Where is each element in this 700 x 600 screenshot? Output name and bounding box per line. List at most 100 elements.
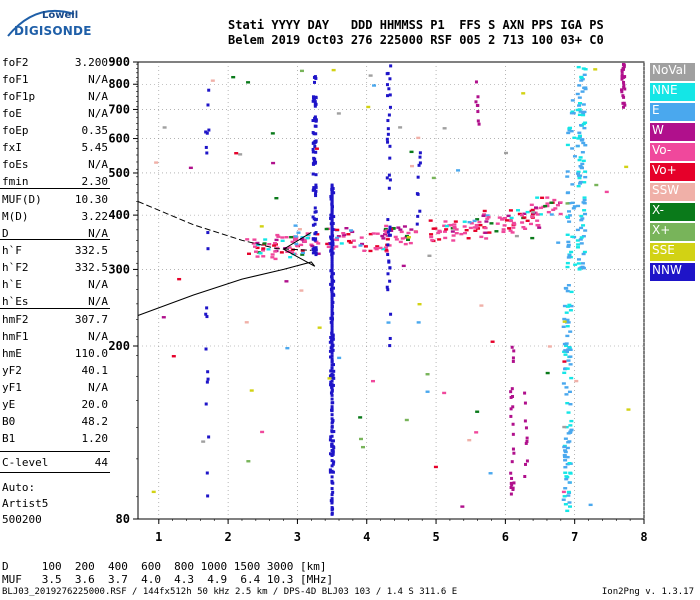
echo-nnw [330,249,334,253]
echo-vo [502,224,507,227]
echo-w [523,474,527,478]
echo-w [620,88,624,92]
echo-vo [403,242,408,246]
echo-e [563,459,568,462]
logo-brand-top: Lowell [42,10,79,21]
echo-vo [394,238,399,241]
echo-nnw [330,237,334,241]
echo-vo [332,238,337,241]
echo-vo [399,230,404,234]
echo-nne [568,424,573,427]
echo-e [566,243,571,247]
echo-x [360,445,365,449]
echo-x [300,253,305,256]
echo-w [310,244,315,248]
echo-nnw [313,222,317,226]
param-value: 0.35 [81,124,109,137]
echo-e [568,348,573,352]
echo-vo [273,257,278,261]
echo-nnw [330,309,334,313]
echo-nnw [330,512,334,516]
echo-nnw [330,236,334,240]
echo-nnw [386,71,390,75]
echo-nnw [387,260,391,264]
echo-nne [582,250,587,254]
echo-nnw [330,302,334,306]
echo-e [569,130,574,133]
echo-nnw [388,228,392,232]
param-row-clevel: C-level 44 [2,455,108,471]
echo-e [580,151,585,154]
echo-x [431,176,436,180]
echo-w [483,231,488,234]
echo-nnw [204,145,208,149]
echo-vo [346,233,351,236]
echo-nnw [330,239,334,243]
echo-vo [347,239,352,243]
echo-vo [272,244,277,247]
echo-w [525,439,529,443]
echo-nne [569,250,574,254]
echo-vo [546,210,551,214]
param-label: B0 [2,415,16,428]
echo-e [572,155,577,158]
echo-nnw [330,314,334,318]
echo-vo [604,190,609,194]
param-label: hmE [2,347,22,360]
echo-x [324,227,329,231]
echo-nnw [418,155,422,159]
echo-nnw [330,244,334,248]
echo-vo [473,229,478,232]
echo-nne [288,255,293,259]
echo-nne [576,243,581,246]
muf-table: D 100 200 400 600 800 1000 1500 3000 [km… [2,560,333,586]
echo-w [512,451,516,455]
legend-e: E [650,103,695,121]
muf-distance-row: D 100 200 400 600 800 1000 1500 3000 [km… [2,560,327,573]
echo-vo [474,223,479,227]
echo-nnw [330,263,334,267]
echo-sse [562,320,567,323]
echo-x [274,197,279,200]
echo-vo [508,219,513,223]
echo-vo [485,217,490,220]
echo-vo [254,250,259,253]
param-row-hf2: h`F2 332.5 [2,260,108,276]
echo-nnw [385,137,389,141]
echo-w [524,441,528,445]
echo-vo [482,209,487,213]
echo-vo [406,231,411,235]
echo-w [474,80,478,84]
echo-nnw [207,435,211,439]
param-label: D [2,227,9,240]
echo-nne [562,495,567,498]
echo-vo [497,216,502,219]
echo-nnw [386,140,390,144]
echo-nnw [330,475,334,479]
echo-e [568,330,573,333]
echo-nnw [415,192,419,196]
echo-nne [567,505,572,508]
echo-nnw [330,448,334,452]
echo-vo [459,232,464,236]
legend-vo-: Vo- [650,143,695,161]
echo-vo [261,247,266,250]
echo-nnw [206,103,210,107]
echo-e [566,359,571,362]
echo-nnw [330,323,334,327]
echo-nnw [386,272,390,276]
echo-vo [334,245,339,248]
echo-nne [576,262,581,265]
echo-vo [552,198,557,202]
profile-solid-line [137,231,316,316]
param-value: 44 [94,456,108,469]
echo-e [564,477,569,481]
param-row-hf: h`F 332.5 [2,243,108,259]
param-label: foF1p [2,90,36,103]
echo-e [577,104,582,107]
echo-x [489,222,494,225]
echo-vo [393,235,398,239]
echo-vo [508,209,513,212]
echo-nnw [330,280,334,284]
echo-vo [451,234,456,237]
